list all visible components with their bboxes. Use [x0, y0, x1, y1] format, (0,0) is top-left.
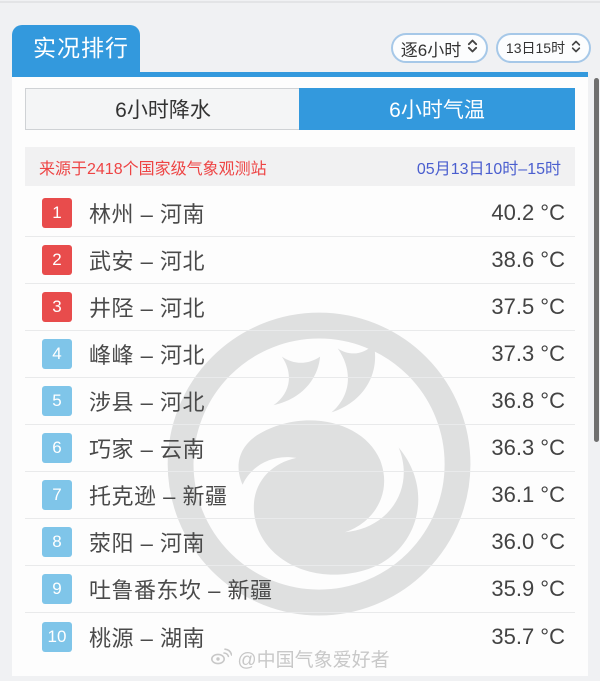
chevron-up-down-icon	[571, 39, 581, 57]
observation-period: 05月13日10时–15时	[416, 160, 561, 178]
temperature-value: 37.3 °C	[491, 341, 565, 366]
temperature-value: 35.7 °C	[491, 623, 565, 649]
station-label: 林州 – 河南	[89, 202, 205, 227]
metric-segmented-control: 6小时降水 6小时气温	[25, 88, 575, 130]
source-text: 来源于2418个国家级气象观测站	[39, 160, 267, 178]
rank-badge: 3	[42, 292, 72, 322]
ranking-row[interactable]: 8 荥阳 – 河南 36.0 °C	[25, 519, 575, 566]
temperature-value: 37.5 °C	[491, 294, 565, 319]
interval-dropdown-label: 逐6小时	[400, 40, 462, 60]
rank-badge: 7	[42, 480, 72, 510]
scrollbar[interactable]	[594, 78, 599, 442]
ranking-row[interactable]: 9 吐鲁番东坎 – 新疆 35.9 °C	[25, 566, 575, 613]
tab-6h-temp[interactable]: 6小时气温	[299, 88, 575, 130]
rank-badge: 2	[42, 245, 72, 275]
ranking-row[interactable]: 3 井陉 – 河北 37.5 °C	[25, 284, 575, 331]
station-label: 巧家 – 云南	[89, 437, 205, 462]
station-label: 托克逊 – 新疆	[89, 484, 228, 509]
interval-dropdown[interactable]: 逐6小时	[391, 33, 488, 63]
ranking-row[interactable]: 1 林州 – 河南 40.2 °C	[25, 190, 575, 237]
rank-badge: 5	[42, 386, 72, 416]
temperature-value: 40.2 °C	[491, 200, 565, 225]
ranking-row[interactable]: 6 巧家 – 云南 36.3 °C	[25, 425, 575, 472]
temperature-value: 36.8 °C	[491, 388, 565, 413]
station-label: 武安 – 河北	[89, 249, 205, 274]
rank-badge: 9	[42, 574, 72, 604]
temperature-value: 36.3 °C	[491, 435, 565, 460]
live-ranking-tab[interactable]: 实况排行	[12, 25, 140, 72]
ranking-row[interactable]: 10 桃源 – 湖南 35.7 °C	[25, 613, 575, 660]
rank-badge: 4	[42, 339, 72, 369]
chevron-up-down-icon	[467, 38, 478, 59]
source-bar: 来源于2418个国家级气象观测站 05月13日10时–15时	[25, 147, 575, 186]
temperature-value: 35.9 °C	[491, 576, 565, 601]
ranking-list: 1 林州 – 河南 40.2 °C 2 武安 – 河北 38.6 °C 3 井陉…	[25, 190, 575, 660]
station-label: 井陉 – 河北	[89, 296, 205, 321]
station-label: 荥阳 – 河南	[89, 531, 205, 556]
station-label: 吐鲁番东坎 – 新疆	[89, 578, 273, 603]
ranking-row[interactable]: 7 托克逊 – 新疆 36.1 °C	[25, 472, 575, 519]
ranking-row[interactable]: 5 涉县 – 河北 36.8 °C	[25, 378, 575, 425]
station-label: 峰峰 – 河北	[89, 343, 205, 368]
ranking-row[interactable]: 2 武安 – 河北 38.6 °C	[25, 237, 575, 284]
station-label: 桃源 – 湖南	[89, 625, 205, 651]
rank-badge: 8	[42, 527, 72, 557]
time-dropdown[interactable]: 13日15时	[496, 33, 591, 63]
top-divider	[0, 1, 600, 3]
temperature-value: 36.1 °C	[491, 482, 565, 507]
tab-underline	[12, 72, 588, 77]
temperature-value: 36.0 °C	[491, 529, 565, 554]
tab-6h-precip[interactable]: 6小时降水	[115, 99, 211, 122]
rank-badge: 1	[42, 198, 72, 228]
rank-badge: 10	[42, 621, 72, 652]
temperature-value: 38.6 °C	[491, 247, 565, 272]
ranking-card: 6小时降水 6小时气温 来源于2418个国家级气象观测站 05月13日10时–1…	[12, 77, 588, 676]
station-label: 涉县 – 河北	[89, 390, 205, 415]
time-dropdown-label: 13日15时	[505, 40, 566, 56]
rank-badge: 6	[42, 433, 72, 463]
ranking-row[interactable]: 4 峰峰 – 河北 37.3 °C	[25, 331, 575, 378]
